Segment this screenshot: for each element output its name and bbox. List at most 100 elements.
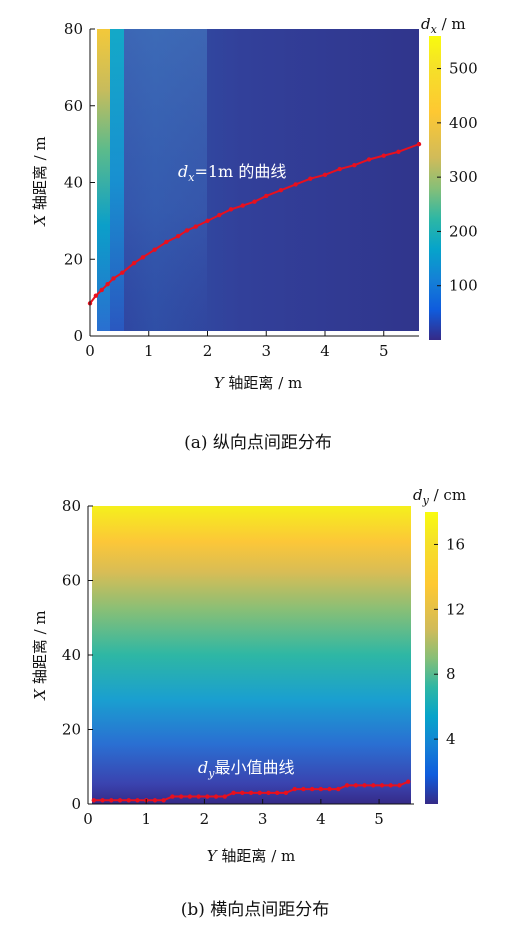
panel-b-y-tick-label: 80 <box>62 497 81 515</box>
panel-b-curve-point <box>318 786 324 792</box>
panel-b-colorbar-label: dy / cm <box>413 486 466 507</box>
panel-a-curve-point <box>278 187 284 193</box>
panel-a-curve-point <box>366 157 372 162</box>
panel-b-annotation: dy最小值曲线 <box>198 758 294 780</box>
panel-b-curve-point <box>196 794 201 799</box>
panel-b-curve-point <box>309 786 315 792</box>
panel-b-caption: (b) 横向点间距分布 <box>181 900 330 920</box>
panel-a-heatmap-strip2 <box>110 29 124 331</box>
panel-b-curve-point <box>222 794 228 799</box>
panel-b-curve-point <box>117 798 123 803</box>
panel-a-curve-point <box>105 281 110 287</box>
panel-a-dx-curve <box>87 141 422 306</box>
panel-a-x-tick-label: 0 <box>85 342 95 360</box>
panel-a-curve-point <box>381 153 386 158</box>
panel-a-curve-point <box>240 203 245 208</box>
panel-b-heatmap <box>92 506 411 804</box>
panel-b-curve-point <box>388 783 393 788</box>
panel-a-curve-point <box>217 212 222 218</box>
panel-a-curve-point <box>337 166 342 172</box>
panel-a-curve-point <box>322 172 328 178</box>
panel-b-colorbar <box>425 512 438 804</box>
panel-b-y-tick-label: 20 <box>62 721 81 739</box>
panel-b-x-tick-label: 1 <box>141 810 151 828</box>
panel-b-curve-point <box>344 783 350 788</box>
panel-a: dx=1m 的曲线 0 1 2 3 4 5 0 20 40 60 80 Y 轴距离 / m X 轴距… <box>31 15 478 453</box>
panel-b-curve-point <box>170 794 175 799</box>
panel-a-xlabel: Y 轴距离 / m <box>214 374 303 392</box>
panel-b-curve-point <box>205 794 210 799</box>
panel-b-dy-curve <box>91 779 411 803</box>
panel-a-ylabel: X 轴距离 / m <box>31 136 49 226</box>
panel-b-colorbar-tick-label: 8 <box>446 665 456 683</box>
panel-b-x-tick-label: 5 <box>374 810 384 828</box>
panel-b-curve-point <box>336 786 341 792</box>
panel-b-x-tick-label: 4 <box>316 810 326 828</box>
panel-a-curve-point <box>193 224 198 229</box>
panel-b-curve-point <box>327 786 332 792</box>
panel-a-curve-point <box>264 193 269 199</box>
panel-b-curve-point <box>126 798 131 803</box>
panel-b-curve-point <box>379 783 385 788</box>
panel-b-curve-point <box>266 790 271 796</box>
panel-a-curve-point <box>175 234 181 239</box>
panel-b-x-tick-label: 2 <box>200 810 210 828</box>
panel-a-x-tick-label: 3 <box>261 342 271 360</box>
panel-b-curve-point <box>274 790 280 796</box>
panel-b-curve-point <box>213 794 219 799</box>
panel-b-colorbar-ticks: 4 8 12 16 <box>434 535 465 748</box>
panel-a-colorbar-tick-label: 200 <box>449 222 478 240</box>
panel-b-colorbar-tick-label: 16 <box>446 535 465 553</box>
panel-a-curve-point <box>184 228 190 233</box>
panel-b-y-tick-label: 40 <box>62 646 81 664</box>
panel-b-colorbar-tick-label: 4 <box>446 730 456 748</box>
panel-a-x-tick-label: 1 <box>144 342 154 360</box>
panel-b-curve-point <box>240 790 245 796</box>
panel-b-curve-point <box>109 798 114 803</box>
panel-a-curve-point <box>111 276 116 281</box>
panel-b-curve-point <box>152 798 158 803</box>
panel-a-curve-point <box>352 163 357 168</box>
panel-b-curve-point <box>248 790 254 796</box>
panel-b-curve-point <box>161 798 166 803</box>
panel-b-y-tick-label: 0 <box>71 795 81 813</box>
panel-b-curve-point <box>187 794 193 799</box>
panel-a-colorbar-ticks: 100 200 300 400 500 <box>437 60 478 295</box>
panel-b-xlabel: Y 轴距离 / m <box>207 847 296 865</box>
panel-a-x-tick-label: 5 <box>379 342 389 360</box>
panel-a-colorbar-tick-label: 300 <box>449 168 478 186</box>
panel-a-caption: (a) 纵向点间距分布 <box>184 433 332 453</box>
panel-a-colorbar-tick-label: 100 <box>449 277 478 295</box>
panel-a-curve-point <box>140 255 146 260</box>
panel-a-curve-point <box>252 199 257 204</box>
panel-a-colorbar <box>429 36 441 340</box>
panel-b-colorbar-tick-label: 12 <box>446 600 465 618</box>
panel-a-curve-point <box>293 182 298 187</box>
panel-b-curve-point <box>135 798 140 803</box>
panel-a-x-tick-label: 4 <box>320 342 330 360</box>
panel-a-y-tick-label: 0 <box>73 327 83 345</box>
panel-b-curve-point <box>371 783 376 788</box>
panel-a-y-tick-label: 80 <box>64 20 83 38</box>
panel-a-curve-point <box>205 218 210 224</box>
panel-a-y-tick-label: 40 <box>64 174 83 192</box>
panel-b-x-tick-label: 3 <box>258 810 268 828</box>
panel-a-curve-point <box>416 141 422 147</box>
panel-b-curve-point <box>397 783 402 788</box>
panel-b-x-tick-label: 0 <box>83 810 93 828</box>
panel-b-curve-point <box>353 783 358 788</box>
panel-a-curve-point <box>120 270 125 275</box>
panel-a-curve-point <box>131 260 137 266</box>
panel-a-curve-point <box>152 247 157 252</box>
panel-a-y-tick-label: 20 <box>64 250 83 268</box>
panel-a-annotation: dx=1m 的曲线 <box>178 162 286 184</box>
panel-a-curve-point <box>164 239 169 245</box>
panel-a-curve-point <box>99 287 104 293</box>
panel-b-curve-point <box>405 779 411 784</box>
panel-a-colorbar-tick-label: 400 <box>449 114 478 132</box>
panel-b-curve-point <box>257 790 262 796</box>
panel-a-curve-point <box>93 293 99 298</box>
panel-b-curve-point <box>292 786 297 792</box>
